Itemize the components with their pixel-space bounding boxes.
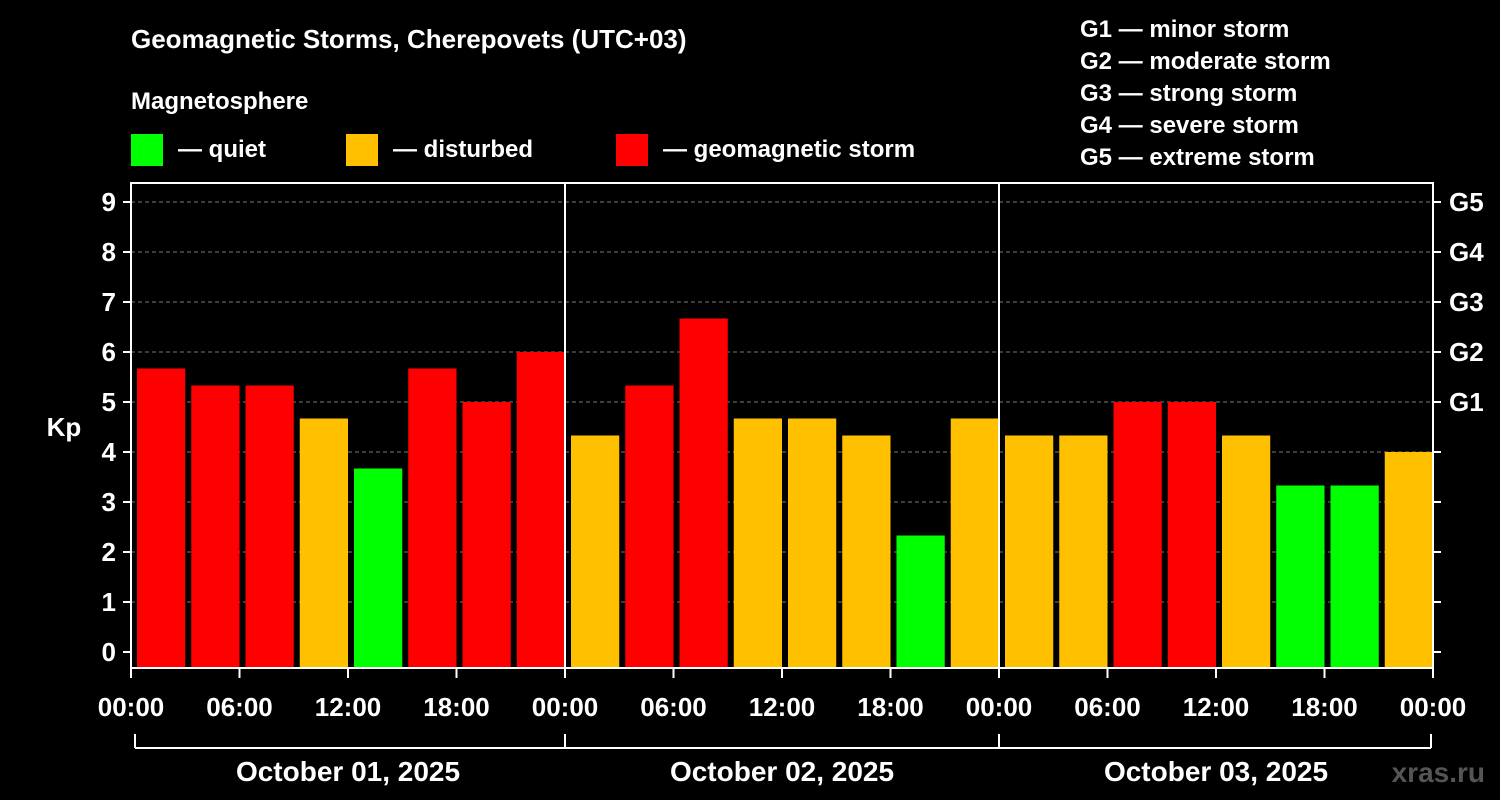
bar-storm [137,368,186,668]
bar-quiet [896,535,945,668]
bar-disturbed [950,418,999,668]
x-tick-label: 06:00 [1074,692,1141,722]
storm-scale-item: G3 — strong storm [1080,80,1297,107]
bar-disturbed [1222,435,1271,668]
storm-scale-item: G1 — minor storm [1080,16,1289,43]
x-tick-label: 06:00 [206,692,273,722]
y-tick-label: 6 [102,337,116,367]
g-scale-label: G5 [1449,187,1484,217]
bar-storm [679,318,728,668]
y-tick-label: 0 [102,637,116,667]
y-tick-label: 7 [102,287,116,317]
legend-label-storm: — geomagnetic storm [663,136,915,163]
g-scale-axis: G1 G2 G3 G4 G5 [1433,187,1484,653]
x-axis: 00:00 06:00 12:00 18:00 00:00 06:00 12:00 18:00… [98,668,1467,722]
bar-storm [1167,402,1216,668]
g-scale-label: G1 [1449,387,1484,417]
legend-title: Magnetosphere [131,88,308,115]
x-tick-label: 00:00 [966,692,1033,722]
x-tick-label: 18:00 [1291,692,1358,722]
x-tick-label: 12:00 [315,692,382,722]
storm-scale-item: G2 — moderate storm [1080,48,1331,75]
bar-storm [245,385,294,668]
g-scale-label: G3 [1449,287,1484,317]
bar-disturbed [299,418,348,668]
bar-quiet [1276,485,1325,668]
day-label: October 02, 2025 [670,756,894,787]
x-tick-label: 06:00 [640,692,707,722]
y-tick-label: 1 [102,587,116,617]
day-label: October 01, 2025 [236,756,460,787]
bar-storm [462,402,511,668]
watermark: xras.ru [1392,757,1485,788]
bar-disturbed [1005,435,1054,668]
legend-swatch-disturbed [346,134,378,166]
day-label: October 03, 2025 [1104,756,1328,787]
y-tick-label: 2 [102,537,116,567]
x-tick-label: 18:00 [857,692,924,722]
y-tick-label: 5 [102,387,116,417]
legend-swatch-storm [616,134,648,166]
y-axis: 0 1 2 3 4 5 6 7 8 9 [102,187,131,667]
y-tick-label: 8 [102,237,116,267]
legend-label-quiet: — quiet [178,136,266,163]
legend-swatch-quiet [131,134,163,166]
x-tick-label: 12:00 [749,692,816,722]
x-tick-label: 12:00 [1183,692,1250,722]
y-axis-label: Kp [47,412,82,442]
day-labels: October 01, 2025 October 02, 2025 October … [134,734,1432,787]
bars [137,318,1433,668]
bar-quiet [1330,485,1379,668]
legend-label-disturbed: — disturbed [393,136,533,163]
legend: — quiet — disturbed — geomagnetic storm [131,134,915,166]
bar-disturbed [571,435,620,668]
x-tick-label: 00:00 [1400,692,1467,722]
g-scale-label: G4 [1449,237,1484,267]
bar-storm [408,368,457,668]
x-tick-label: 18:00 [423,692,490,722]
storm-scale-item: G5 — extreme storm [1080,144,1315,171]
bar-storm [191,385,240,668]
bar-disturbed [1059,435,1108,668]
x-tick-label: 00:00 [98,692,165,722]
bar-disturbed [788,418,837,668]
storm-scale-list: G1 — minor storm G2 — moderate storm G3 — … [1080,16,1331,171]
bar-storm [516,352,565,668]
y-tick-label: 4 [102,437,117,467]
storm-scale-item: G4 — severe storm [1080,112,1299,139]
bar-disturbed [733,418,782,668]
bar-disturbed [1384,452,1433,668]
bar-storm [625,385,674,668]
g-scale-label: G2 [1449,337,1484,367]
bar-disturbed [842,435,891,668]
y-tick-label: 3 [102,487,116,517]
chart-title: Geomagnetic Storms, Cherepovets (UTC+03) [131,24,687,54]
y-tick-label: 9 [102,187,116,217]
x-tick-label: 00:00 [532,692,599,722]
bar-quiet [354,468,403,668]
bar-storm [1113,402,1162,668]
